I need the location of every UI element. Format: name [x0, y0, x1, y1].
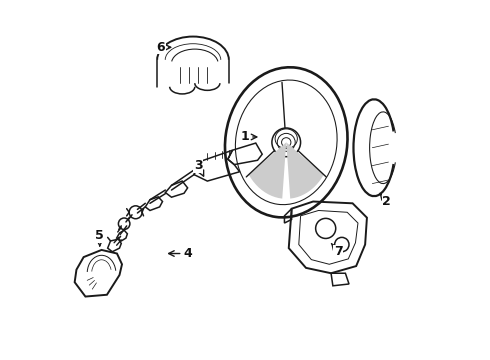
Text: 4: 4	[169, 247, 192, 260]
Text: 3: 3	[194, 159, 204, 176]
Text: 6: 6	[156, 41, 171, 54]
Polygon shape	[249, 142, 286, 199]
Text: 5: 5	[96, 229, 104, 246]
Text: 7: 7	[331, 243, 343, 258]
Polygon shape	[286, 142, 324, 199]
Text: 2: 2	[380, 193, 391, 208]
Text: 1: 1	[241, 130, 257, 144]
